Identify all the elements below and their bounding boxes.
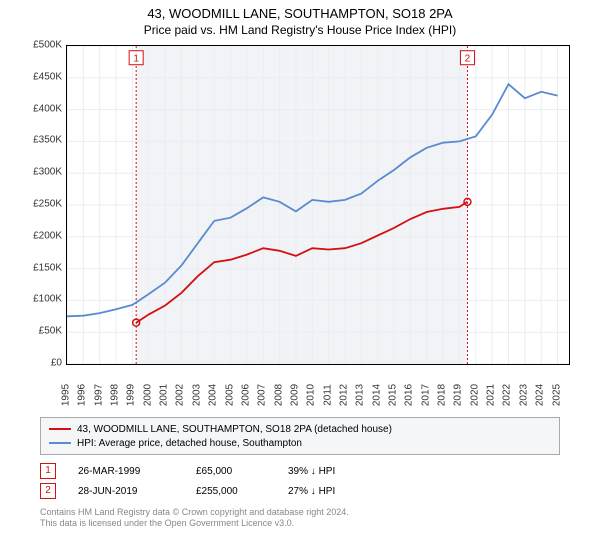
svg-text:1: 1 [133,54,139,65]
legend-swatch [49,428,71,430]
legend-row: HPI: Average price, detached house, Sout… [49,436,551,450]
footer-line: Contains HM Land Registry data © Crown c… [40,507,560,518]
marker-delta: 39% ↓ HPI [288,466,378,477]
legend-label: 43, WOODMILL LANE, SOUTHAMPTON, SO18 2PA… [77,424,392,435]
y-axis-labels: £0£50K£100K£150K£200K£250K£300K£350K£400… [20,45,64,365]
legend-row: 43, WOODMILL LANE, SOUTHAMPTON, SO18 2PA… [49,422,551,436]
plot-area: 12 [66,45,570,365]
footer: Contains HM Land Registry data © Crown c… [40,507,560,529]
title-block: 43, WOODMILL LANE, SOUTHAMPTON, SO18 2PA… [0,0,600,37]
marker-row: 2 28-JUN-2019 £255,000 27% ↓ HPI [40,481,560,501]
legend-swatch [49,442,71,444]
x-axis-labels: 1995199619971998199920002001200220032004… [66,367,570,413]
footer-line: This data is licensed under the Open Gov… [40,518,560,529]
marker-num-box: 2 [40,483,56,499]
marker-date: 28-JUN-2019 [78,486,174,497]
marker-num-box: 1 [40,463,56,479]
page-subtitle: Price paid vs. HM Land Registry's House … [0,23,600,37]
marker-row: 1 26-MAR-1999 £65,000 39% ↓ HPI [40,461,560,481]
legend: 43, WOODMILL LANE, SOUTHAMPTON, SO18 2PA… [40,417,560,455]
svg-text:2: 2 [465,54,471,65]
marker-delta: 27% ↓ HPI [288,486,378,497]
legend-label: HPI: Average price, detached house, Sout… [77,438,302,449]
page-title: 43, WOODMILL LANE, SOUTHAMPTON, SO18 2PA [0,6,600,21]
marker-price: £255,000 [196,486,266,497]
marker-date: 26-MAR-1999 [78,466,174,477]
marker-price: £65,000 [196,466,266,477]
chart-svg: 12 [67,46,569,364]
marker-table: 1 26-MAR-1999 £65,000 39% ↓ HPI 2 28-JUN… [40,461,560,501]
chart: £0£50K£100K£150K£200K£250K£300K£350K£400… [20,45,580,415]
